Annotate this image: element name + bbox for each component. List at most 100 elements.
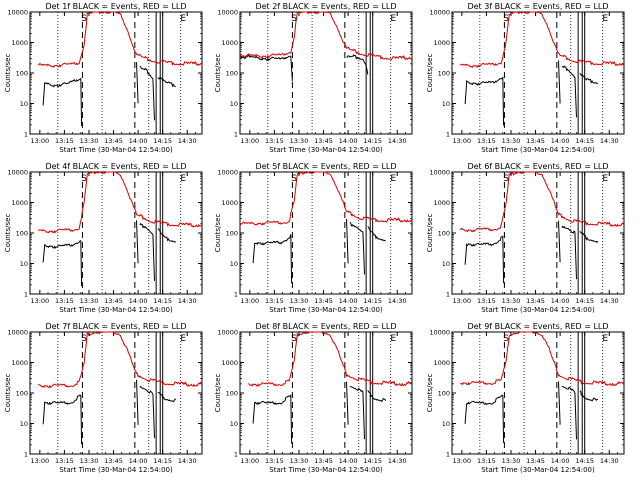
events-series-line <box>42 77 83 126</box>
events-series-line <box>579 72 599 85</box>
y-tick-label: 1000 <box>433 199 450 207</box>
x-axis-label: Start Time (30-Mar-04 12:54:00) <box>59 306 173 314</box>
x-tick-label: 14:00 <box>339 137 358 145</box>
events-series-line <box>139 385 155 439</box>
events-series-line <box>558 60 561 104</box>
x-tick-label: 14:30 <box>178 297 197 305</box>
x-axis-label: Start Time (30-Mar-04 12:54:00) <box>269 146 383 154</box>
y-tick-label: 1 <box>446 451 450 459</box>
event-marker-e: E <box>180 334 186 344</box>
events-series-line <box>42 240 83 287</box>
event-marker-e: E <box>390 334 396 344</box>
y-tick-label: 10000 <box>217 9 238 17</box>
plot-frame <box>239 331 413 455</box>
lld-series-line <box>460 331 625 387</box>
x-tick-label: 13:45 <box>526 137 545 145</box>
events-series-line <box>252 394 293 444</box>
events-series-line <box>346 54 369 75</box>
panel-det-4f: Det 4f BLACK = Events, RED = LLD 1 10 100 10… <box>4 162 203 314</box>
x-tick-label: 13:45 <box>526 457 545 465</box>
events-series-line <box>558 220 561 263</box>
events-series-line <box>252 234 293 284</box>
events-series-line <box>139 65 155 121</box>
x-tick-label: 14:00 <box>339 457 358 465</box>
x-tick-label: 13:15 <box>477 137 496 145</box>
y-tick-label: 1 <box>234 131 238 139</box>
y-tick-label: 10000 <box>7 169 28 177</box>
panel-det-2f: Det 2f BLACK = Events, RED = LLD 1 10 100 10… <box>214 2 413 154</box>
lld-series-line <box>459 170 625 233</box>
y-tick-label: 1 <box>446 291 450 299</box>
x-tick-label: 14:15 <box>153 297 172 305</box>
event-marker-s: S <box>291 334 297 344</box>
y-tick-label: 10 <box>230 260 238 268</box>
y-tick-label: 10 <box>230 100 238 108</box>
y-tick-label: 1 <box>234 291 238 299</box>
x-tick-label: 13:45 <box>314 137 333 145</box>
y-tick-label: 100 <box>16 230 28 238</box>
y-tick-label: 100 <box>438 70 450 78</box>
events-series-line <box>561 225 577 280</box>
event-marker-e: E <box>602 14 608 24</box>
plot-frame <box>451 171 625 295</box>
lld-series-line <box>37 11 203 68</box>
events-series-line <box>464 394 505 444</box>
y-tick-label: 1000 <box>221 359 238 367</box>
event-marker-e: E <box>390 14 396 24</box>
x-tick-label: 14:15 <box>363 457 382 465</box>
x-axis-label: Start Time (30-Mar-04 12:54:00) <box>481 146 595 154</box>
y-tick-label: 10 <box>20 420 28 428</box>
x-tick-label: 14:30 <box>600 457 619 465</box>
events-series-line <box>346 381 349 425</box>
y-tick-label: 1000 <box>221 39 238 47</box>
y-axis-label: Counts/sec <box>4 214 12 253</box>
events-series-line <box>558 381 561 425</box>
event-marker-s: S <box>81 174 87 184</box>
x-tick-label: 14:15 <box>153 137 172 145</box>
y-tick-label: 100 <box>226 390 238 398</box>
events-series-line <box>367 390 387 403</box>
y-tick-label: 10000 <box>217 329 238 337</box>
lld-series-line <box>459 11 625 69</box>
event-marker-s: S <box>291 174 297 184</box>
y-tick-label: 100 <box>226 230 238 238</box>
event-marker-e: E <box>390 174 396 184</box>
y-tick-label: 10 <box>442 260 450 268</box>
x-tick-label: 13:00 <box>240 297 259 305</box>
panel-title: Det 1f BLACK = Events, RED = LLD <box>45 2 186 11</box>
event-marker-s: S <box>503 174 509 184</box>
event-marker-e: E <box>180 14 186 24</box>
events-series-line <box>579 231 599 244</box>
x-axis-label: Start Time (30-Mar-04 12:54:00) <box>481 466 595 474</box>
y-axis-label: Counts/sec <box>426 54 434 93</box>
x-tick-label: 13:45 <box>104 297 123 305</box>
y-tick-label: 1000 <box>221 199 238 207</box>
x-tick-label: 13:30 <box>290 457 309 465</box>
x-tick-label: 13:15 <box>477 297 496 305</box>
x-tick-label: 14:30 <box>178 457 197 465</box>
events-series-line <box>136 62 139 104</box>
event-marker-e: E <box>602 334 608 344</box>
x-tick-label: 14:15 <box>363 137 382 145</box>
y-tick-label: 1 <box>234 451 238 459</box>
x-tick-label: 14:15 <box>153 457 172 465</box>
event-marker-s: S <box>503 14 509 24</box>
x-tick-label: 14:00 <box>129 457 148 465</box>
plot-frame <box>29 11 203 135</box>
y-tick-label: 1000 <box>433 359 450 367</box>
x-tick-label: 14:30 <box>178 137 197 145</box>
x-tick-label: 13:15 <box>55 457 74 465</box>
y-tick-label: 100 <box>226 70 238 78</box>
x-tick-label: 14:00 <box>339 297 358 305</box>
panel-title: Det 2f BLACK = Events, RED = LLD <box>255 2 396 11</box>
y-tick-label: 10 <box>230 420 238 428</box>
y-tick-label: 10 <box>20 260 28 268</box>
events-series-line <box>239 54 293 82</box>
events-series-line <box>349 385 365 440</box>
y-tick-label: 1000 <box>11 39 28 47</box>
plot-frame <box>239 171 413 295</box>
plot-frame <box>29 331 203 455</box>
x-axis-label: Start Time (30-Mar-04 12:54:00) <box>59 466 173 474</box>
